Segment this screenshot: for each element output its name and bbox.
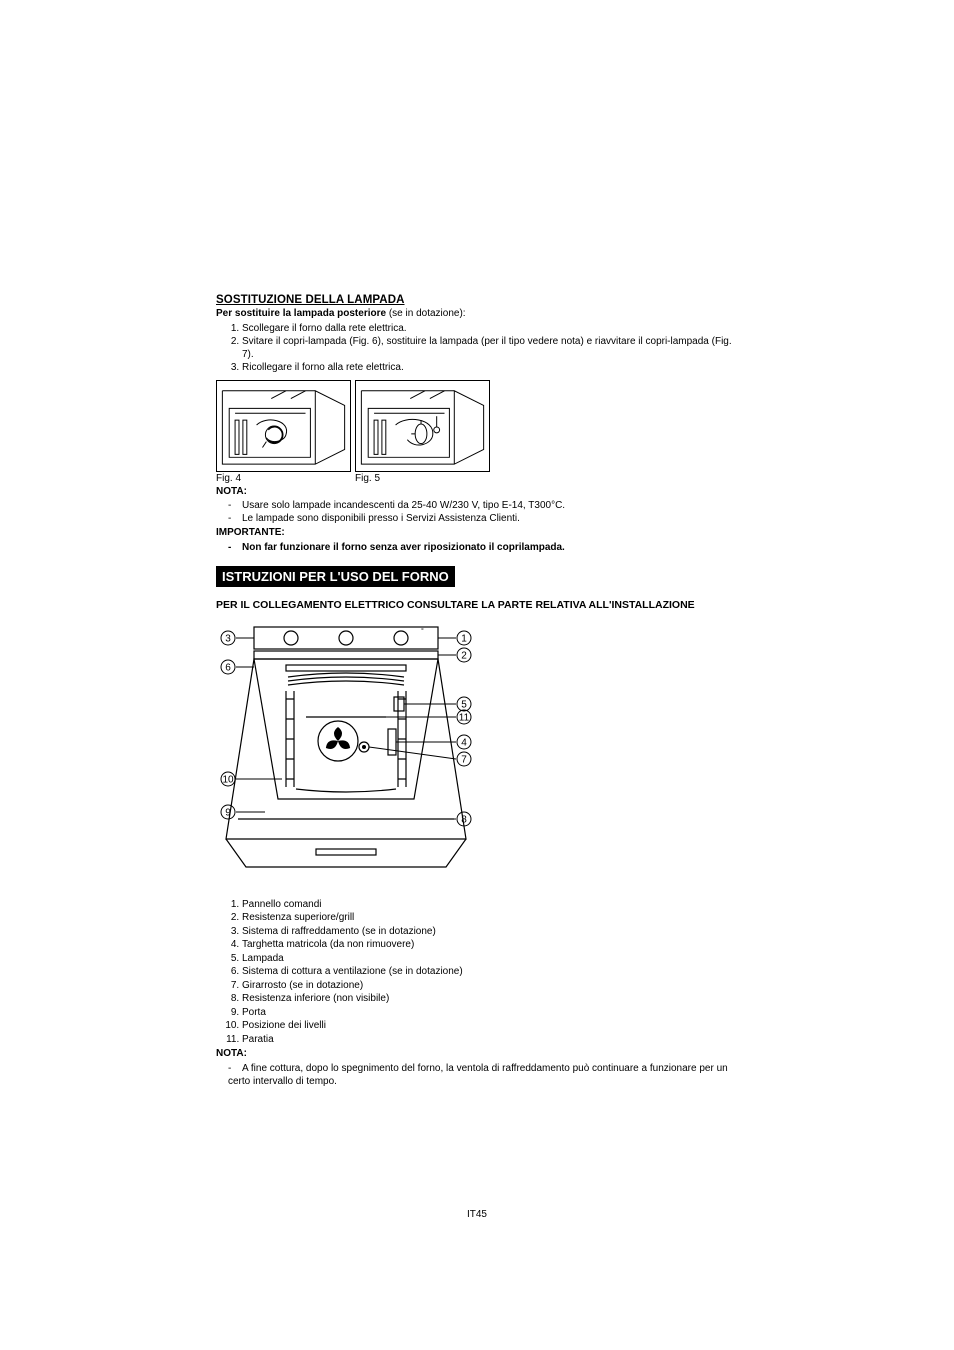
figure-4-image	[216, 380, 351, 472]
figure-4: Fig. 4	[216, 380, 351, 484]
oven-diagram: °	[216, 619, 476, 884]
callout-1: 1	[461, 633, 467, 644]
callout-9: 9	[225, 807, 231, 818]
callout-2: 2	[461, 650, 467, 661]
callout-3: 3	[225, 633, 231, 644]
svg-text:°: °	[421, 627, 424, 635]
figure-5-image	[355, 380, 490, 472]
callout-10: 10	[222, 774, 234, 785]
legend-item: Sistema di raffreddamento (se in dotazio…	[242, 925, 746, 939]
page: SOSTITUZIONE DELLA LAMPADA Per sostituir…	[0, 0, 954, 1350]
nota-label: NOTA:	[216, 486, 746, 499]
nota-item: Le lampade sono disponibili presso i Ser…	[228, 512, 746, 525]
lamp-replacement-heading: SOSTITUZIONE DELLA LAMPADA	[216, 294, 746, 306]
nota-list: Usare solo lampade incandescenti da 25-4…	[216, 499, 746, 525]
electrical-subhead: PER IL COLLEGAMENTO ELETTRICO CONSULTARE…	[216, 599, 746, 611]
nota2-list: A fine cottura, dopo lo spegnimento del …	[216, 1062, 746, 1088]
callout-5: 5	[461, 699, 467, 710]
importante-item: Non far funzionare il forno senza aver r…	[228, 541, 746, 554]
figure-5-caption: Fig. 5	[355, 473, 490, 484]
legend-item: Resistenza inferiore (non visibile)	[242, 992, 746, 1006]
figure-5: Fig. 5	[355, 380, 490, 484]
legend-item: Posizione dei livelli	[242, 1019, 746, 1033]
callout-11: 11	[459, 712, 470, 723]
lamp-step: Scollegare il forno dalla rete elettrica…	[242, 322, 746, 335]
legend-item: Paratia	[242, 1033, 746, 1047]
lamp-steps-list: Scollegare il forno dalla rete elettrica…	[216, 322, 746, 374]
figure-4-caption: Fig. 4	[216, 473, 351, 484]
callout-7: 7	[461, 754, 467, 765]
figure-row: Fig. 4	[216, 380, 746, 484]
lamp-intro-rest: (se in dotazione):	[386, 308, 466, 319]
lamp-step: Svitare il copri-lampada (Fig. 6), sosti…	[242, 335, 746, 361]
legend-item: Lampada	[242, 952, 746, 966]
nota-item: Usare solo lampade incandescenti da 25-4…	[228, 499, 746, 512]
content-column: SOSTITUZIONE DELLA LAMPADA Per sostituir…	[216, 294, 746, 1088]
nota2-item: A fine cottura, dopo lo spegnimento del …	[228, 1062, 746, 1088]
lamp-intro: Per sostituire la lampada posteriore (se…	[216, 308, 746, 321]
lamp-intro-bold: Per sostituire la lampada posteriore	[216, 308, 386, 319]
instructions-banner: ISTRUZIONI PER L'USO DEL FORNO	[216, 566, 455, 587]
lamp-step: Ricollegare il forno alla rete elettrica…	[242, 361, 746, 374]
legend-list: Pannello comandi Resistenza superiore/gr…	[216, 898, 746, 1047]
banner-wrap: ISTRUZIONI PER L'USO DEL FORNO	[216, 560, 746, 593]
legend-item: Girarrosto (se in dotazione)	[242, 979, 746, 993]
importante-label: IMPORTANTE:	[216, 527, 746, 540]
callout-4: 4	[461, 737, 467, 748]
callout-8: 8	[461, 814, 467, 825]
legend: Pannello comandi Resistenza superiore/gr…	[216, 898, 746, 1047]
callout-6: 6	[225, 662, 231, 673]
legend-item: Targhetta matricola (da non rimuovere)	[242, 938, 746, 952]
legend-item: Pannello comandi	[242, 898, 746, 912]
importante-list: Non far funzionare il forno senza aver r…	[216, 541, 746, 554]
legend-item: Resistenza superiore/grill	[242, 911, 746, 925]
legend-item: Porta	[242, 1006, 746, 1020]
page-footer: IT45	[0, 1209, 954, 1220]
nota2-label: NOTA:	[216, 1048, 746, 1061]
legend-item: Sistema di cottura a ventilazione (se in…	[242, 965, 746, 979]
